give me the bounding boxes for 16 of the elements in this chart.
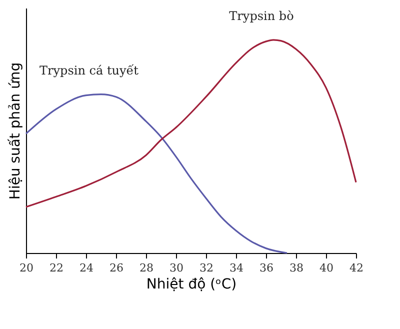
x-tick-label: 36 [260, 262, 274, 274]
x-tick-label: 38 [290, 262, 304, 274]
x-axis-title: Nhiệt độ (ᵒC) [146, 276, 237, 292]
x-tick-label: 34 [230, 262, 244, 274]
x-tick-label: 30 [170, 262, 184, 274]
x-tick-label: 26 [110, 262, 124, 274]
x-tick-label: 24 [80, 262, 94, 274]
x-tick-label: 42 [350, 262, 364, 274]
series-label: Trypsin bò [229, 8, 294, 23]
x-tick-label: 28 [140, 262, 154, 274]
x-tick-label: 22 [50, 262, 64, 274]
text: Trypsin cá tuyết [40, 63, 139, 78]
y-axis-title: Hiệu suất phản ứng [8, 62, 24, 200]
x-tick-label: 20 [20, 262, 34, 274]
x-tick-label: 40 [320, 262, 334, 274]
x-tick-label: 32 [200, 262, 214, 274]
